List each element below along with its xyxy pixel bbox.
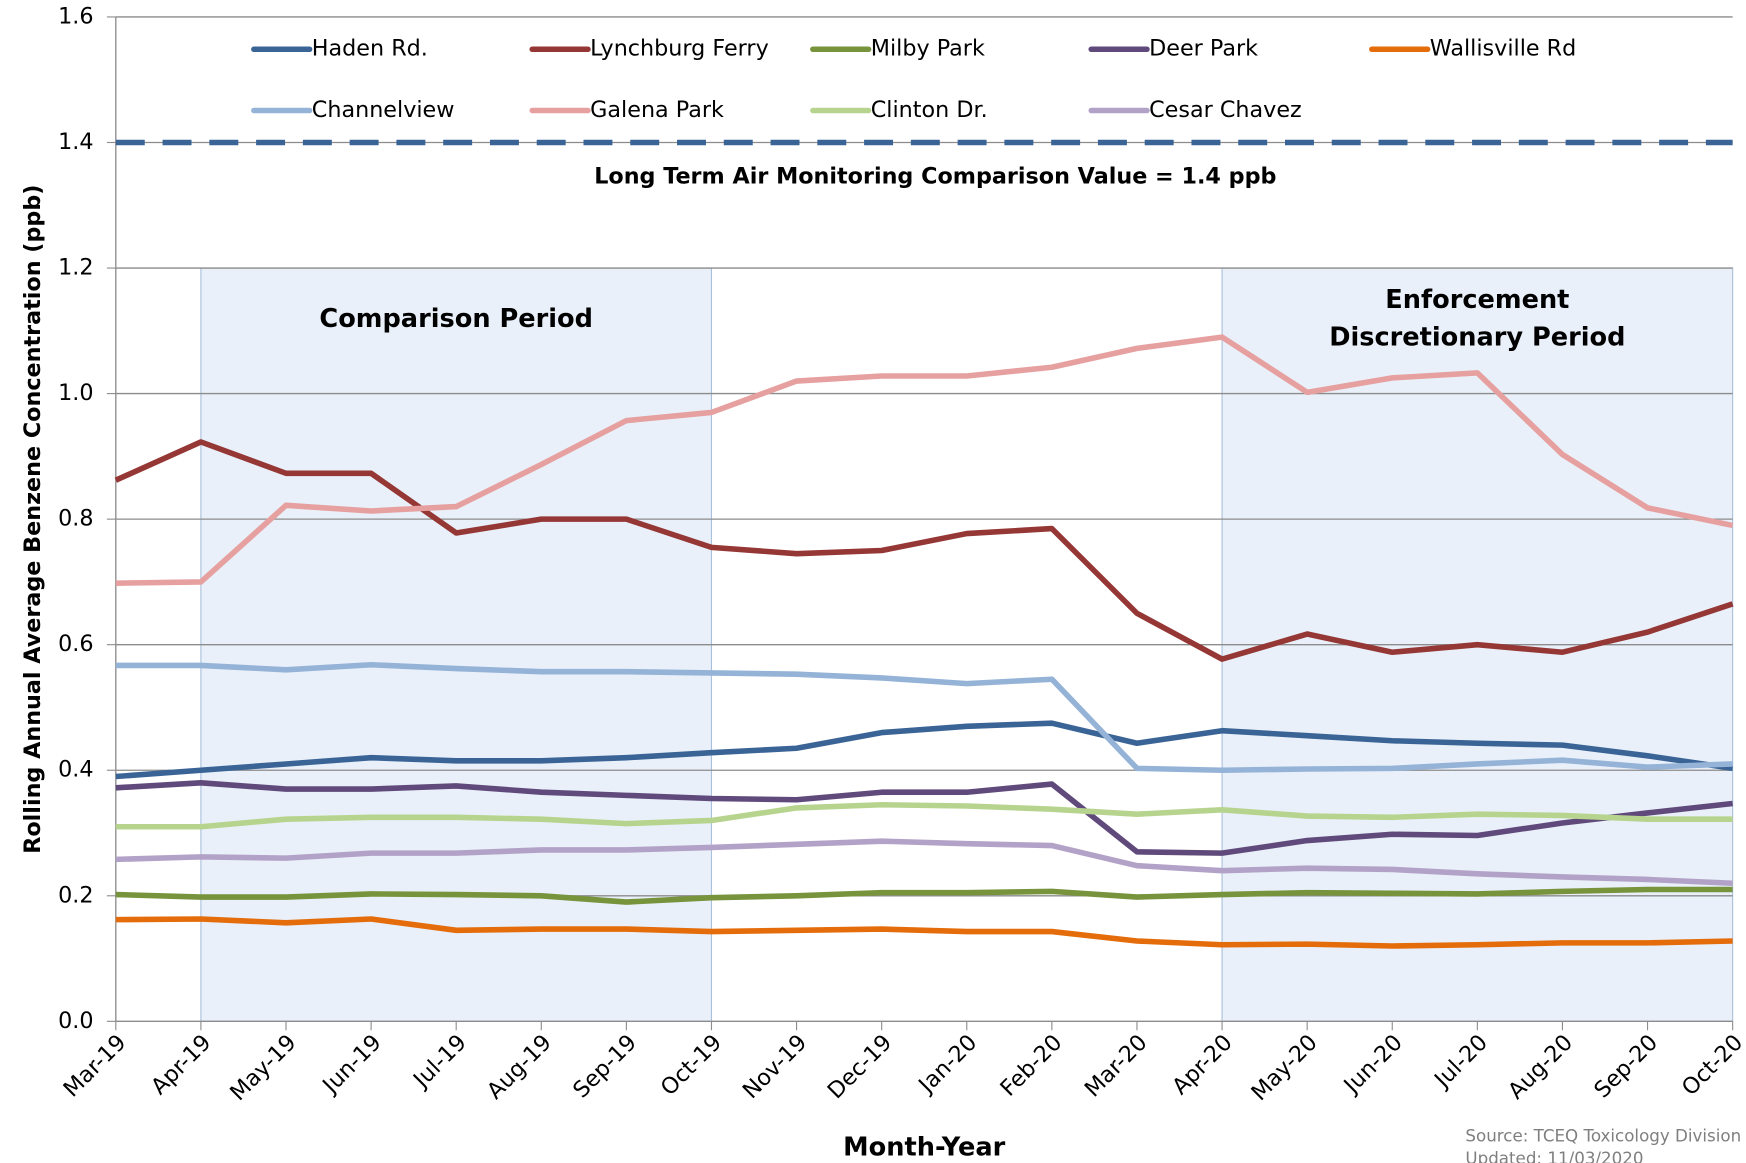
- y-tick-label: 1.2: [58, 255, 93, 281]
- x-tick-label: Sep-20: [1589, 1030, 1663, 1104]
- series-line: [115, 334, 1734, 586]
- y-tick-label: 1.4: [58, 129, 93, 155]
- reference-label: Long Term Air Monitoring Comparison Valu…: [594, 164, 1276, 190]
- y-tick-label: 1.6: [58, 3, 93, 29]
- x-tick-label: Dec-19: [823, 1030, 898, 1105]
- y-tick-label: 0.2: [58, 882, 93, 908]
- y-tick-label: 0.8: [58, 506, 93, 532]
- legend-label: Haden Rd.: [312, 36, 428, 62]
- x-tick-label: Jun-19: [316, 1030, 386, 1100]
- x-tick-label: Jan-20: [912, 1030, 982, 1100]
- legend-label: Milby Park: [871, 36, 985, 62]
- x-tick-label: Feb-20: [995, 1030, 1067, 1102]
- x-tick-label: Jul-20: [1428, 1030, 1493, 1095]
- x-tick-label: Apr-20: [1167, 1030, 1237, 1100]
- series-line: [115, 886, 1733, 905]
- x-tick-label: Sep-19: [568, 1030, 642, 1104]
- series-line: [115, 780, 1733, 856]
- x-tick-label: Oct-20: [1677, 1030, 1746, 1101]
- legend-label: Galena Park: [590, 97, 724, 123]
- x-axis-title: Month-Year: [843, 1132, 1005, 1162]
- y-axis-title: Rolling Annual Average Benzene Concentra…: [20, 185, 46, 854]
- legend-label: Cesar Chavez: [1149, 97, 1302, 123]
- x-tick-label: Mar-19: [59, 1030, 132, 1103]
- x-tick-label: Jul-19: [407, 1030, 472, 1095]
- x-tick-label: Aug-19: [482, 1030, 557, 1105]
- period-label: Discretionary Period: [1329, 323, 1625, 353]
- series-line: [114, 439, 1734, 662]
- legend-label: Channelview: [312, 97, 455, 123]
- period-label: Comparison Period: [319, 304, 593, 334]
- legend-label: Clinton Dr.: [871, 97, 988, 123]
- series-line: [115, 661, 1733, 774]
- x-tick-label: Nov-19: [738, 1030, 812, 1104]
- series-line: [115, 720, 1734, 780]
- y-tick-label: 0.0: [58, 1008, 93, 1034]
- source-note: Updated: 11/03/2020: [1465, 1148, 1643, 1163]
- y-tick-label: 1.0: [58, 380, 93, 406]
- x-tick-label: May-20: [1246, 1030, 1322, 1106]
- series-line: [115, 801, 1733, 830]
- period-label: Enforcement: [1385, 285, 1569, 315]
- legend-label: Lynchburg Ferry: [590, 36, 769, 62]
- legend-label: Deer Park: [1149, 36, 1258, 62]
- x-tick-label: Oct-19: [656, 1030, 727, 1101]
- source-note: Source: TCEQ Toxicology Division: [1465, 1126, 1741, 1146]
- legend-label: Wallisville Rd: [1430, 36, 1577, 62]
- y-tick-label: 0.6: [58, 631, 93, 657]
- x-tick-label: Mar-20: [1080, 1030, 1153, 1103]
- x-tick-label: Apr-19: [146, 1030, 216, 1100]
- series-line: [115, 838, 1733, 887]
- x-tick-label: Jun-20: [1338, 1030, 1408, 1100]
- x-tick-label: Aug-20: [1503, 1030, 1578, 1105]
- x-tick-label: May-19: [225, 1030, 301, 1106]
- series-line: [115, 916, 1733, 949]
- y-tick-label: 0.4: [58, 757, 93, 783]
